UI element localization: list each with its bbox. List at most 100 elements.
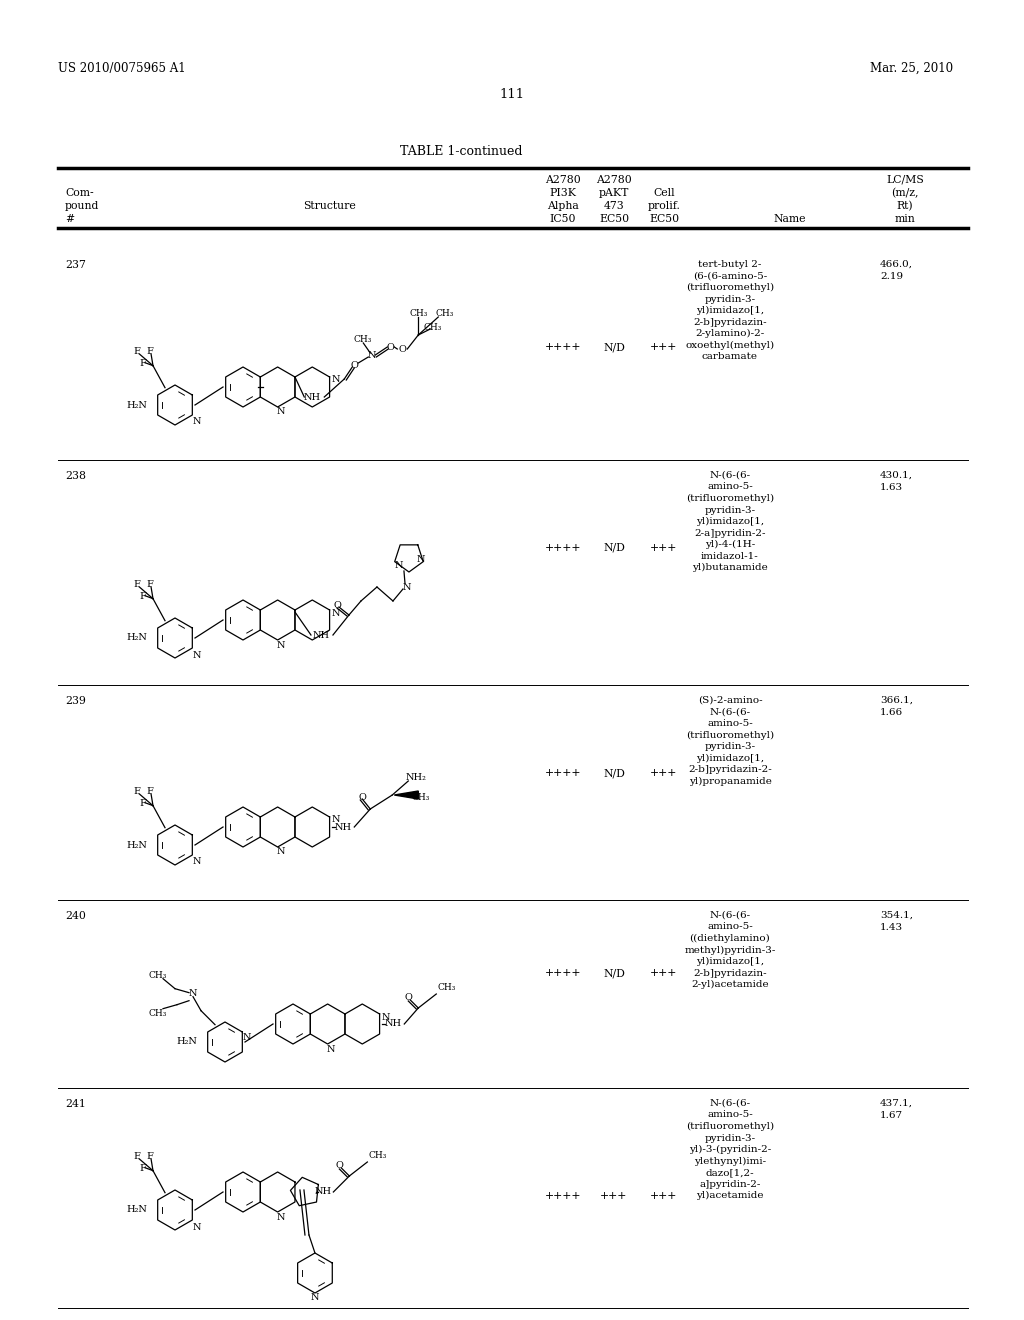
Text: O: O (358, 792, 367, 801)
Text: +++: +++ (650, 768, 678, 777)
Text: +++: +++ (600, 1191, 628, 1201)
Text: 237: 237 (65, 260, 86, 271)
Text: CH₃: CH₃ (148, 1010, 167, 1018)
Text: O: O (404, 994, 413, 1002)
Text: F: F (146, 787, 154, 796)
Text: F: F (146, 1152, 154, 1162)
Text: N: N (194, 858, 202, 866)
Text: 111: 111 (500, 88, 524, 102)
Text: N: N (310, 1294, 319, 1303)
Text: O: O (336, 1162, 343, 1171)
Text: O: O (398, 345, 407, 354)
Text: CH₃: CH₃ (353, 334, 372, 343)
Text: NH: NH (335, 822, 352, 832)
Text: LC/MS: LC/MS (886, 176, 924, 185)
Text: min: min (895, 214, 915, 224)
Text: N-(6-(6-
amino-5-
(trifluoromethyl)
pyridin-3-
yl)-3-(pyridin-2-
ylethynyl)imi-
: N-(6-(6- amino-5- (trifluoromethyl) pyri… (686, 1100, 774, 1200)
Text: ++++: ++++ (545, 968, 582, 978)
Text: F: F (139, 1164, 146, 1173)
Text: N: N (188, 989, 198, 998)
Text: +++: +++ (650, 968, 678, 978)
Text: IC50: IC50 (550, 214, 577, 224)
Text: 366.1,
1.66: 366.1, 1.66 (880, 696, 913, 717)
Text: (m/z,: (m/z, (891, 187, 919, 198)
Text: N: N (276, 640, 285, 649)
Text: 239: 239 (65, 696, 86, 706)
Text: (S)-2-amino-
N-(6-(6-
amino-5-
(trifluoromethyl)
pyridin-3-
yl)imidazo[1,
2-b]py: (S)-2-amino- N-(6-(6- amino-5- (trifluor… (686, 696, 774, 785)
Text: 473: 473 (603, 201, 625, 211)
Text: H₂N: H₂N (126, 841, 147, 850)
Text: Mar. 25, 2010: Mar. 25, 2010 (870, 62, 953, 75)
Text: PI3K: PI3K (550, 187, 577, 198)
Text: 466.0,
2.19: 466.0, 2.19 (880, 260, 913, 281)
Polygon shape (394, 791, 418, 799)
Text: H₂N: H₂N (126, 1205, 147, 1214)
Text: ++++: ++++ (545, 768, 582, 777)
Text: Structure: Structure (304, 201, 356, 211)
Text: #: # (65, 214, 74, 224)
Text: 354.1,
1.43: 354.1, 1.43 (880, 911, 913, 932)
Text: pAKT: pAKT (599, 187, 629, 198)
Text: F: F (133, 787, 140, 796)
Text: +++: +++ (650, 1191, 678, 1201)
Text: F: F (133, 347, 140, 356)
Text: F: F (146, 581, 154, 589)
Text: 238: 238 (65, 471, 86, 480)
Text: N: N (402, 582, 412, 591)
Text: N-(6-(6-
amino-5-
((diethylamino)
methyl)pyridin-3-
yl)imidazo[1,
2-b]pyridazin-: N-(6-(6- amino-5- ((diethylamino) methyl… (684, 911, 776, 990)
Text: prolif.: prolif. (647, 201, 680, 211)
Text: N: N (394, 561, 403, 569)
Text: O: O (386, 342, 394, 351)
Text: N: N (332, 375, 340, 384)
Text: TABLE 1-continued: TABLE 1-continued (400, 145, 522, 158)
Text: pound: pound (65, 201, 99, 211)
Text: N: N (381, 1012, 390, 1022)
Text: CH₃: CH₃ (437, 983, 456, 993)
Text: N: N (243, 1032, 252, 1041)
Text: N: N (332, 609, 340, 618)
Text: CH₃: CH₃ (423, 322, 441, 331)
Text: F: F (133, 581, 140, 589)
Text: US 2010/0075965 A1: US 2010/0075965 A1 (58, 62, 185, 75)
Text: A2780: A2780 (596, 176, 632, 185)
Text: CH₃: CH₃ (148, 972, 167, 981)
Text: N: N (417, 554, 425, 564)
Text: H₂N: H₂N (176, 1038, 197, 1047)
Text: 430.1,
1.63: 430.1, 1.63 (880, 471, 913, 492)
Text: Com-: Com- (65, 187, 93, 198)
Text: N/D: N/D (603, 342, 625, 352)
Text: NH: NH (385, 1019, 401, 1028)
Text: O: O (333, 601, 341, 610)
Text: Rt): Rt) (897, 201, 913, 211)
Text: N-(6-(6-
amino-5-
(trifluoromethyl)
pyridin-3-
yl)imidazo[1,
2-a]pyridin-2-
yl)-: N-(6-(6- amino-5- (trifluoromethyl) pyri… (686, 471, 774, 573)
Text: N: N (327, 1044, 335, 1053)
Text: N/D: N/D (603, 968, 625, 978)
Text: N/D: N/D (603, 768, 625, 777)
Text: CH₃: CH₃ (369, 1151, 386, 1160)
Text: Alpha: Alpha (547, 201, 579, 211)
Text: F: F (139, 593, 146, 601)
Text: ++++: ++++ (545, 342, 582, 352)
Text: F: F (139, 359, 146, 368)
Text: +++: +++ (650, 342, 678, 352)
Text: NH: NH (314, 1188, 332, 1196)
Text: Name: Name (774, 214, 806, 224)
Text: +++: +++ (650, 543, 678, 553)
Text: tert-butyl 2-
(6-(6-amino-5-
(trifluoromethyl)
pyridin-3-
yl)imidazo[1,
2-b]pyri: tert-butyl 2- (6-(6-amino-5- (trifluorom… (685, 260, 774, 362)
Text: Cell: Cell (653, 187, 675, 198)
Text: N/D: N/D (603, 543, 625, 553)
Text: N: N (276, 847, 285, 857)
Text: N: N (194, 417, 202, 426)
Text: CH₃: CH₃ (411, 792, 429, 801)
Text: ++++: ++++ (545, 543, 582, 553)
Text: ++++: ++++ (545, 1191, 582, 1201)
Text: O: O (350, 360, 358, 370)
Text: A2780: A2780 (545, 176, 581, 185)
Text: N: N (194, 651, 202, 660)
Text: 241: 241 (65, 1100, 86, 1109)
Text: N: N (276, 1213, 285, 1221)
Text: CH₃: CH₃ (410, 309, 427, 318)
Text: N: N (276, 408, 285, 417)
Text: H₂N: H₂N (126, 400, 147, 409)
Text: F: F (146, 347, 154, 356)
